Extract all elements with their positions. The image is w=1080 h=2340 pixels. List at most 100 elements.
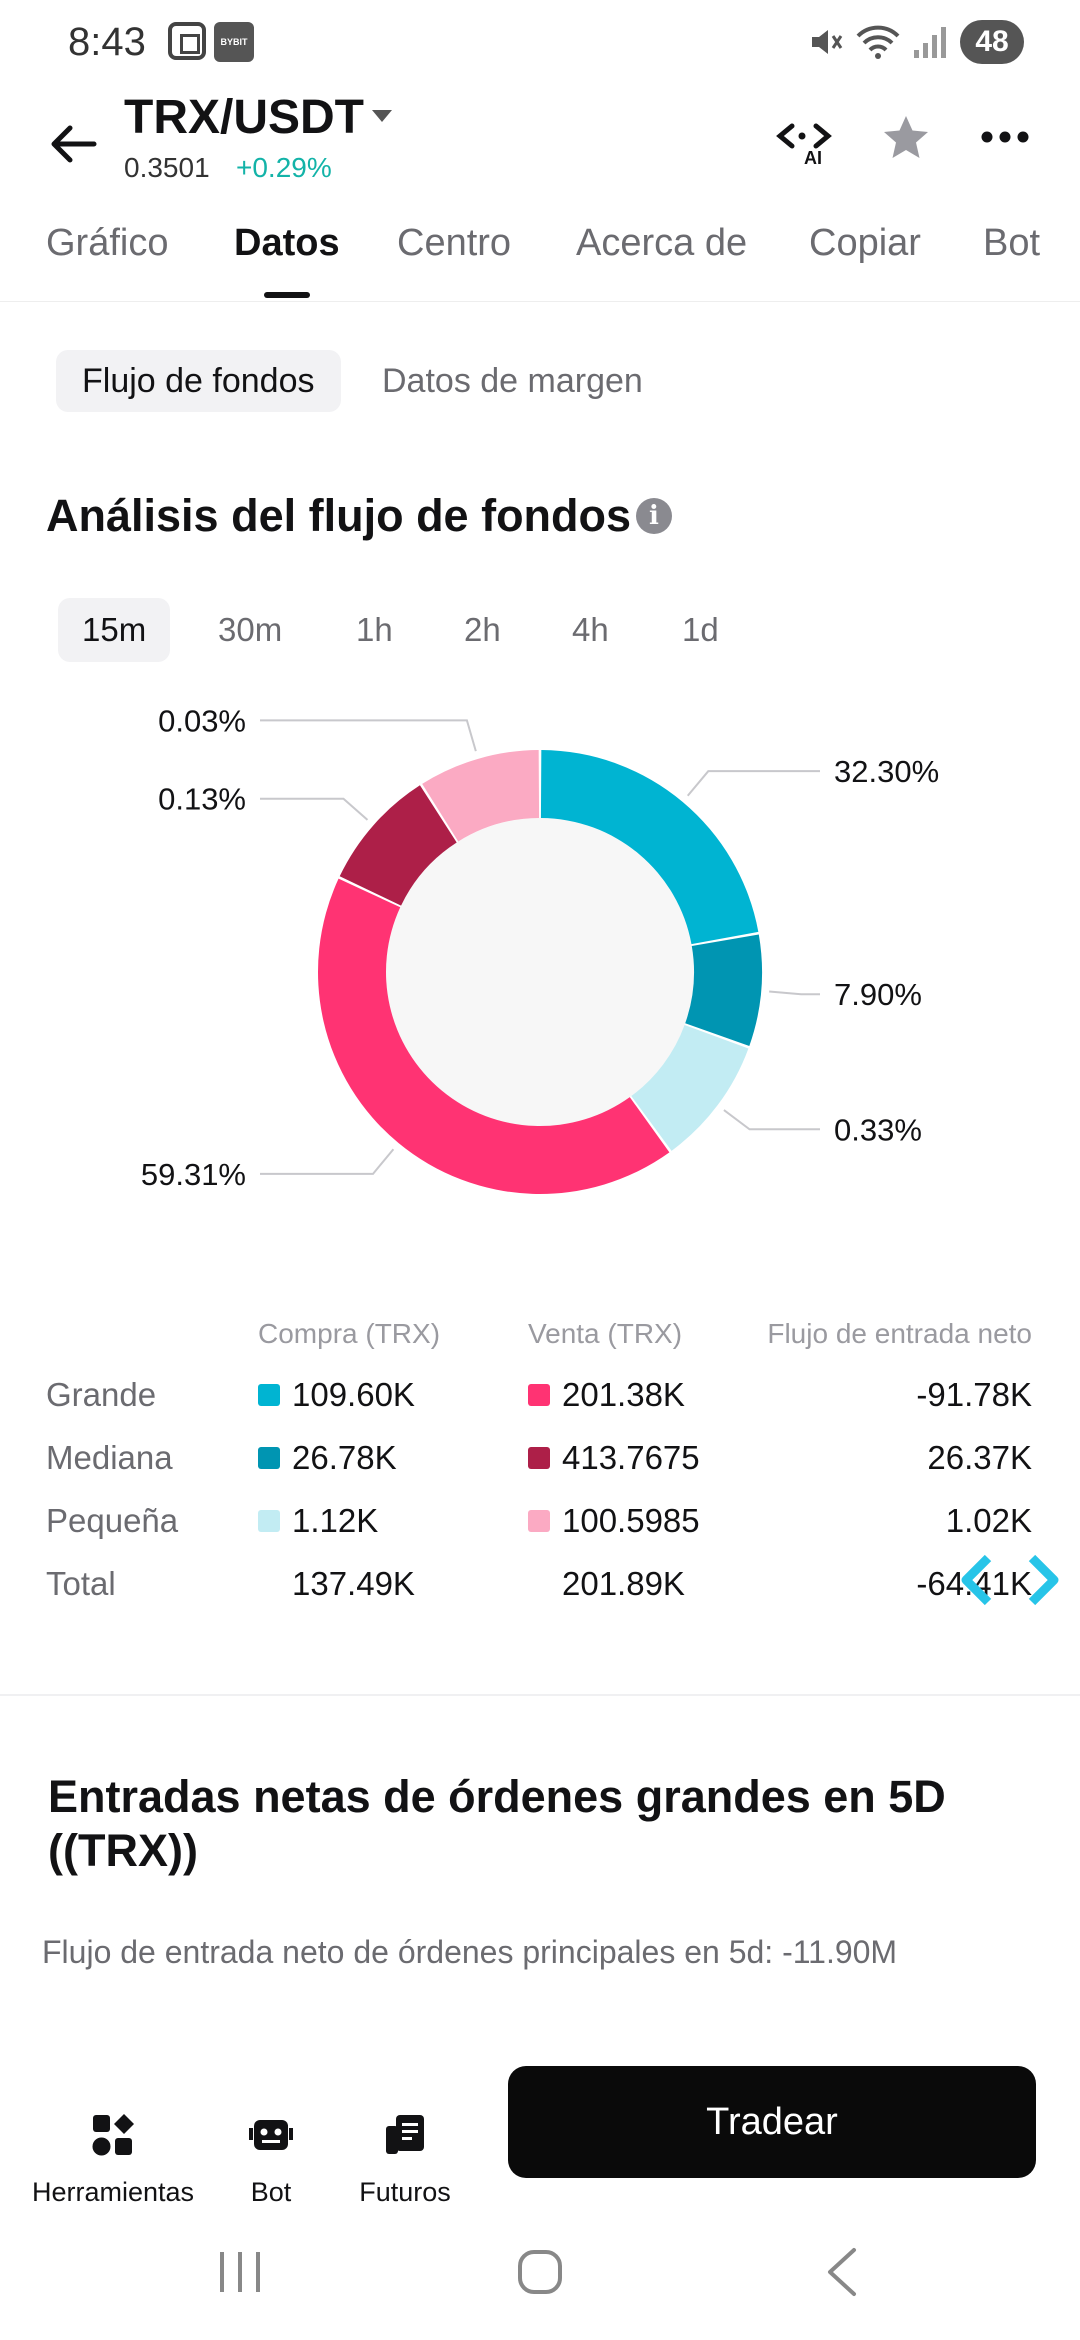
- subtab-flujo-de-fondos[interactable]: Flujo de fondos: [56, 350, 341, 412]
- battery-icon: 48: [960, 20, 1024, 64]
- pair-change: +0.29%: [236, 152, 332, 183]
- table-cell-sell: 100.5985: [528, 1502, 700, 1540]
- period-1d[interactable]: 1d: [682, 611, 719, 648]
- net-value: -91.78K: [916, 1376, 1032, 1413]
- more-icon[interactable]: [980, 130, 1030, 144]
- home-icon[interactable]: [518, 2250, 562, 2294]
- status-time: 8:43: [68, 20, 146, 64]
- main-tabs: Gráfico Datos Centro Acerca de Copiar Bo…: [0, 222, 1080, 302]
- bot-button[interactable]: Bot: [236, 2112, 306, 2208]
- period-4h[interactable]: 4h: [572, 611, 609, 648]
- pair-title[interactable]: TRX/USDT: [124, 91, 364, 144]
- large-orders-subtitle: Flujo de entrada neto de órdenes princip…: [42, 1934, 898, 1970]
- period-2h[interactable]: 2h: [464, 611, 501, 648]
- legend-swatch: [528, 1384, 550, 1406]
- leader-line: [260, 719, 477, 752]
- mute-icon: [812, 30, 843, 54]
- slice-label: 59.31%: [141, 1157, 246, 1192]
- buy-value: 1.12K: [292, 1502, 379, 1539]
- bot-icon: [249, 2120, 293, 2150]
- info-icon[interactable]: i: [636, 498, 672, 534]
- donut-slice[interactable]: [422, 750, 540, 842]
- system-nav-bar: [220, 2248, 856, 2296]
- futures-label: Futuros: [359, 2177, 451, 2207]
- fund-flow-donut-chart: 32.30% 7.90% 0.33% 59.31% 0.13% 0.03%: [141, 703, 939, 1194]
- bot-label: Bot: [250, 2177, 292, 2207]
- section-divider: [0, 1694, 1080, 1696]
- leader-line: [769, 990, 820, 996]
- slice-label: 32.30%: [834, 754, 939, 789]
- tab-acerca-de[interactable]: Acerca de: [576, 222, 748, 264]
- wifi-icon: [856, 25, 900, 59]
- donut-slice[interactable]: [685, 934, 762, 1046]
- sell-value: 100.5985: [562, 1502, 700, 1539]
- col-header-buy: Compra (TRX): [258, 1318, 441, 1349]
- tab-copiar[interactable]: Copiar: [809, 222, 921, 264]
- subtab-datos-de-margen[interactable]: Datos de margen: [382, 362, 643, 400]
- legend-swatch: [258, 1510, 280, 1532]
- period-15m[interactable]: 15m: [58, 598, 171, 662]
- buy-value: 109.60K: [292, 1376, 415, 1413]
- app-notification-icon: BYBIT: [214, 22, 254, 62]
- table-cell-sell: 413.7675: [528, 1439, 700, 1477]
- table-cell-buy: 26.78K: [258, 1439, 397, 1477]
- leader-line: [260, 797, 369, 821]
- period-30m[interactable]: 30m: [218, 611, 283, 648]
- donut-center: [386, 818, 694, 1126]
- slice-label: 0.33%: [834, 1112, 922, 1147]
- legend-swatch: [528, 1447, 550, 1469]
- col-header-net: Flujo de entrada neto: [767, 1318, 1032, 1349]
- donut-slice[interactable]: [318, 878, 670, 1194]
- large-orders-title: Entradas netas de órdenes grandes en 5D …: [48, 1771, 946, 1876]
- buy-value: 137.49K: [292, 1565, 415, 1602]
- donut-slice[interactable]: [631, 1025, 749, 1151]
- back-nav-icon[interactable]: [828, 2248, 856, 2296]
- sell-value: 413.7675: [562, 1439, 700, 1476]
- row-label-grande: Grande: [46, 1376, 157, 1413]
- donut-slice[interactable]: [540, 750, 759, 945]
- dropdown-caret-icon[interactable]: [372, 110, 392, 122]
- trade-button[interactable]: Tradear: [508, 2066, 1036, 2178]
- row-label-pequena: Pequeña: [46, 1502, 179, 1539]
- row-label-mediana: Mediana: [46, 1439, 173, 1476]
- col-header-sell: Venta (TRX): [528, 1318, 683, 1349]
- table-cell-sell: 201.38K: [528, 1376, 685, 1414]
- ai-label: AI: [804, 148, 822, 168]
- net-value: 26.37K: [927, 1439, 1032, 1476]
- table-cell-buy: 1.12K: [258, 1502, 378, 1540]
- recent-apps-icon[interactable]: [220, 2252, 260, 2292]
- legend-swatch: [528, 1510, 550, 1532]
- tools-label: Herramientas: [31, 2177, 195, 2207]
- buy-value: 26.78K: [292, 1439, 397, 1476]
- legend-swatch: [258, 1384, 280, 1406]
- net-value: 1.02K: [945, 1502, 1032, 1539]
- status-bar: 8:43 BYBIT 48: [0, 0, 1080, 84]
- tab-bot[interactable]: Bot: [983, 222, 1041, 264]
- leader-line: [723, 1109, 820, 1131]
- star-icon[interactable]: [880, 112, 932, 164]
- section-title: Análisis del flujo de fondos: [46, 490, 632, 541]
- status-icons: 48: [808, 20, 1024, 64]
- pair-header: TRX/USDT 0.3501 +0.29% AI: [0, 84, 1080, 192]
- pair-price: 0.3501: [124, 152, 210, 183]
- legend-swatch: [258, 1447, 280, 1469]
- futures-button[interactable]: Futuros: [352, 2112, 458, 2208]
- slice-label: 0.03%: [158, 703, 246, 738]
- slice-label: 7.90%: [834, 977, 922, 1012]
- back-arrow-icon[interactable]: [44, 114, 104, 174]
- tools-button[interactable]: Herramientas: [28, 2112, 198, 2208]
- tab-datos[interactable]: Datos: [234, 222, 340, 264]
- futures-icon: [386, 2115, 424, 2154]
- floating-widget-icon[interactable]: [958, 1552, 1062, 1608]
- tab-grafico[interactable]: Gráfico: [46, 222, 169, 264]
- donut-slice[interactable]: [339, 785, 457, 906]
- leader-line: [686, 770, 820, 797]
- sell-value: 201.38K: [562, 1376, 685, 1413]
- tab-centro[interactable]: Centro: [397, 222, 512, 264]
- ai-icon[interactable]: AI: [774, 112, 834, 172]
- leader-line: [260, 1148, 395, 1175]
- period-1h[interactable]: 1h: [356, 611, 393, 648]
- screen-record-icon: [168, 22, 206, 60]
- sell-value: 201.89K: [562, 1565, 685, 1602]
- tools-icon: [92, 2114, 134, 2156]
